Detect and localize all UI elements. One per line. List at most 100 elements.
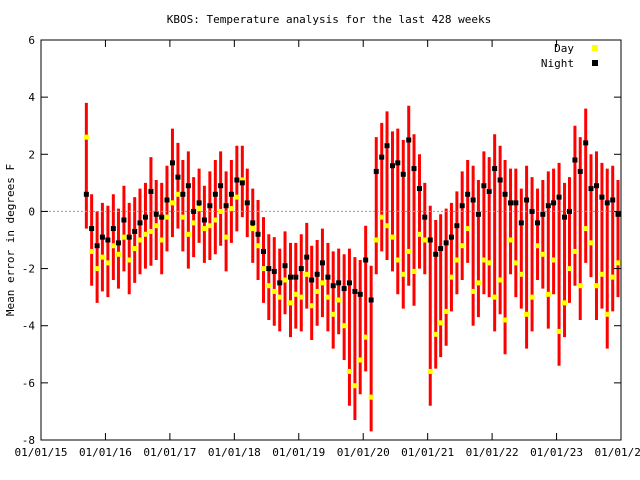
x-tick-label: 01/01/19	[272, 446, 325, 459]
night-point	[492, 166, 498, 172]
y-tick-label: -8	[22, 434, 35, 447]
x-tick-label: 01/01/23	[530, 446, 583, 459]
night-point	[427, 237, 433, 243]
day-point	[588, 240, 594, 246]
night-point	[159, 214, 165, 220]
night-point	[89, 226, 95, 232]
day-point	[572, 248, 578, 254]
night-point	[244, 200, 250, 206]
day-point	[153, 223, 159, 229]
day-point	[266, 283, 272, 289]
night-point	[234, 177, 240, 183]
night-point	[502, 191, 508, 197]
day-point	[411, 268, 417, 274]
night-point	[400, 171, 406, 177]
night-point	[115, 240, 121, 246]
night-point	[422, 214, 428, 220]
day-point	[277, 294, 283, 300]
day-point	[110, 243, 116, 249]
day-point	[304, 271, 310, 277]
night-point	[137, 220, 143, 226]
day-point	[486, 260, 492, 266]
night-point	[475, 211, 481, 217]
night-point	[196, 200, 202, 206]
day-point	[99, 254, 105, 260]
night-point	[325, 274, 331, 280]
night-point	[261, 248, 267, 254]
day-point	[368, 394, 374, 400]
night-point	[615, 211, 621, 217]
day-point	[583, 226, 589, 232]
night-point	[610, 197, 616, 203]
night-point	[465, 191, 471, 197]
night-point	[218, 183, 224, 189]
plot-area	[40, 39, 622, 441]
day-point	[207, 223, 213, 229]
day-point	[433, 331, 439, 337]
day-point	[137, 237, 143, 243]
error-bars	[84, 102, 620, 432]
y-tick-label: -4	[22, 320, 36, 333]
day-point	[341, 323, 347, 329]
chart-title: KBOS: Temperature analysis for the last …	[167, 13, 492, 26]
day-point	[610, 274, 616, 280]
x-tick-label: 01/01/20	[337, 446, 390, 459]
day-point	[513, 260, 519, 266]
night-point	[271, 268, 277, 274]
day-point	[438, 320, 444, 326]
day-point	[465, 226, 471, 232]
night-point	[459, 203, 465, 209]
night-point	[599, 194, 605, 200]
x-axis: 01/01/15 01/01/16 01/01/17 01/01/18 01/01/19…	[15, 40, 640, 459]
y-tick-label: 0	[28, 205, 35, 218]
night-point	[228, 191, 234, 197]
day-point	[604, 311, 610, 317]
night-point	[416, 186, 422, 192]
day-point	[551, 257, 557, 263]
day-point	[169, 200, 175, 206]
night-point	[191, 208, 197, 214]
night-point	[293, 274, 299, 280]
day-point	[239, 177, 245, 183]
night-point	[577, 168, 583, 174]
day-point	[319, 280, 325, 286]
day-point	[363, 334, 369, 340]
night-point	[593, 183, 599, 189]
legend-label-night: Night	[541, 57, 574, 70]
day-point	[352, 383, 358, 389]
day-point	[309, 303, 315, 309]
night-point	[540, 211, 546, 217]
day-point	[566, 266, 572, 272]
x-tick-label: 01/01/17	[143, 446, 196, 459]
day-point	[94, 266, 100, 272]
day-point	[293, 291, 299, 297]
night-point	[255, 231, 261, 237]
night-point	[314, 271, 320, 277]
night-point	[330, 283, 336, 289]
day-point	[502, 317, 508, 323]
night-point	[545, 203, 551, 209]
x-tick-label: 01/01/24	[595, 446, 640, 459]
night-point	[304, 254, 310, 260]
day-point	[325, 294, 331, 300]
day-point	[389, 234, 395, 240]
night-point	[551, 200, 557, 206]
day-point	[406, 248, 412, 254]
day-point	[191, 220, 197, 226]
night-point	[454, 223, 460, 229]
day-point	[599, 271, 605, 277]
night-point	[588, 186, 594, 192]
night-point	[497, 177, 503, 183]
x-tick-label: 01/01/22	[466, 446, 519, 459]
night-point	[395, 160, 401, 166]
night-point	[266, 266, 272, 272]
day-point	[282, 277, 288, 283]
day-point	[545, 291, 551, 297]
night-point	[99, 234, 105, 240]
night-point	[518, 220, 524, 226]
night-point	[142, 214, 148, 220]
y-tick-label: 2	[28, 148, 35, 161]
day-point	[132, 246, 138, 252]
day-point	[454, 257, 460, 263]
night-point	[604, 200, 610, 206]
